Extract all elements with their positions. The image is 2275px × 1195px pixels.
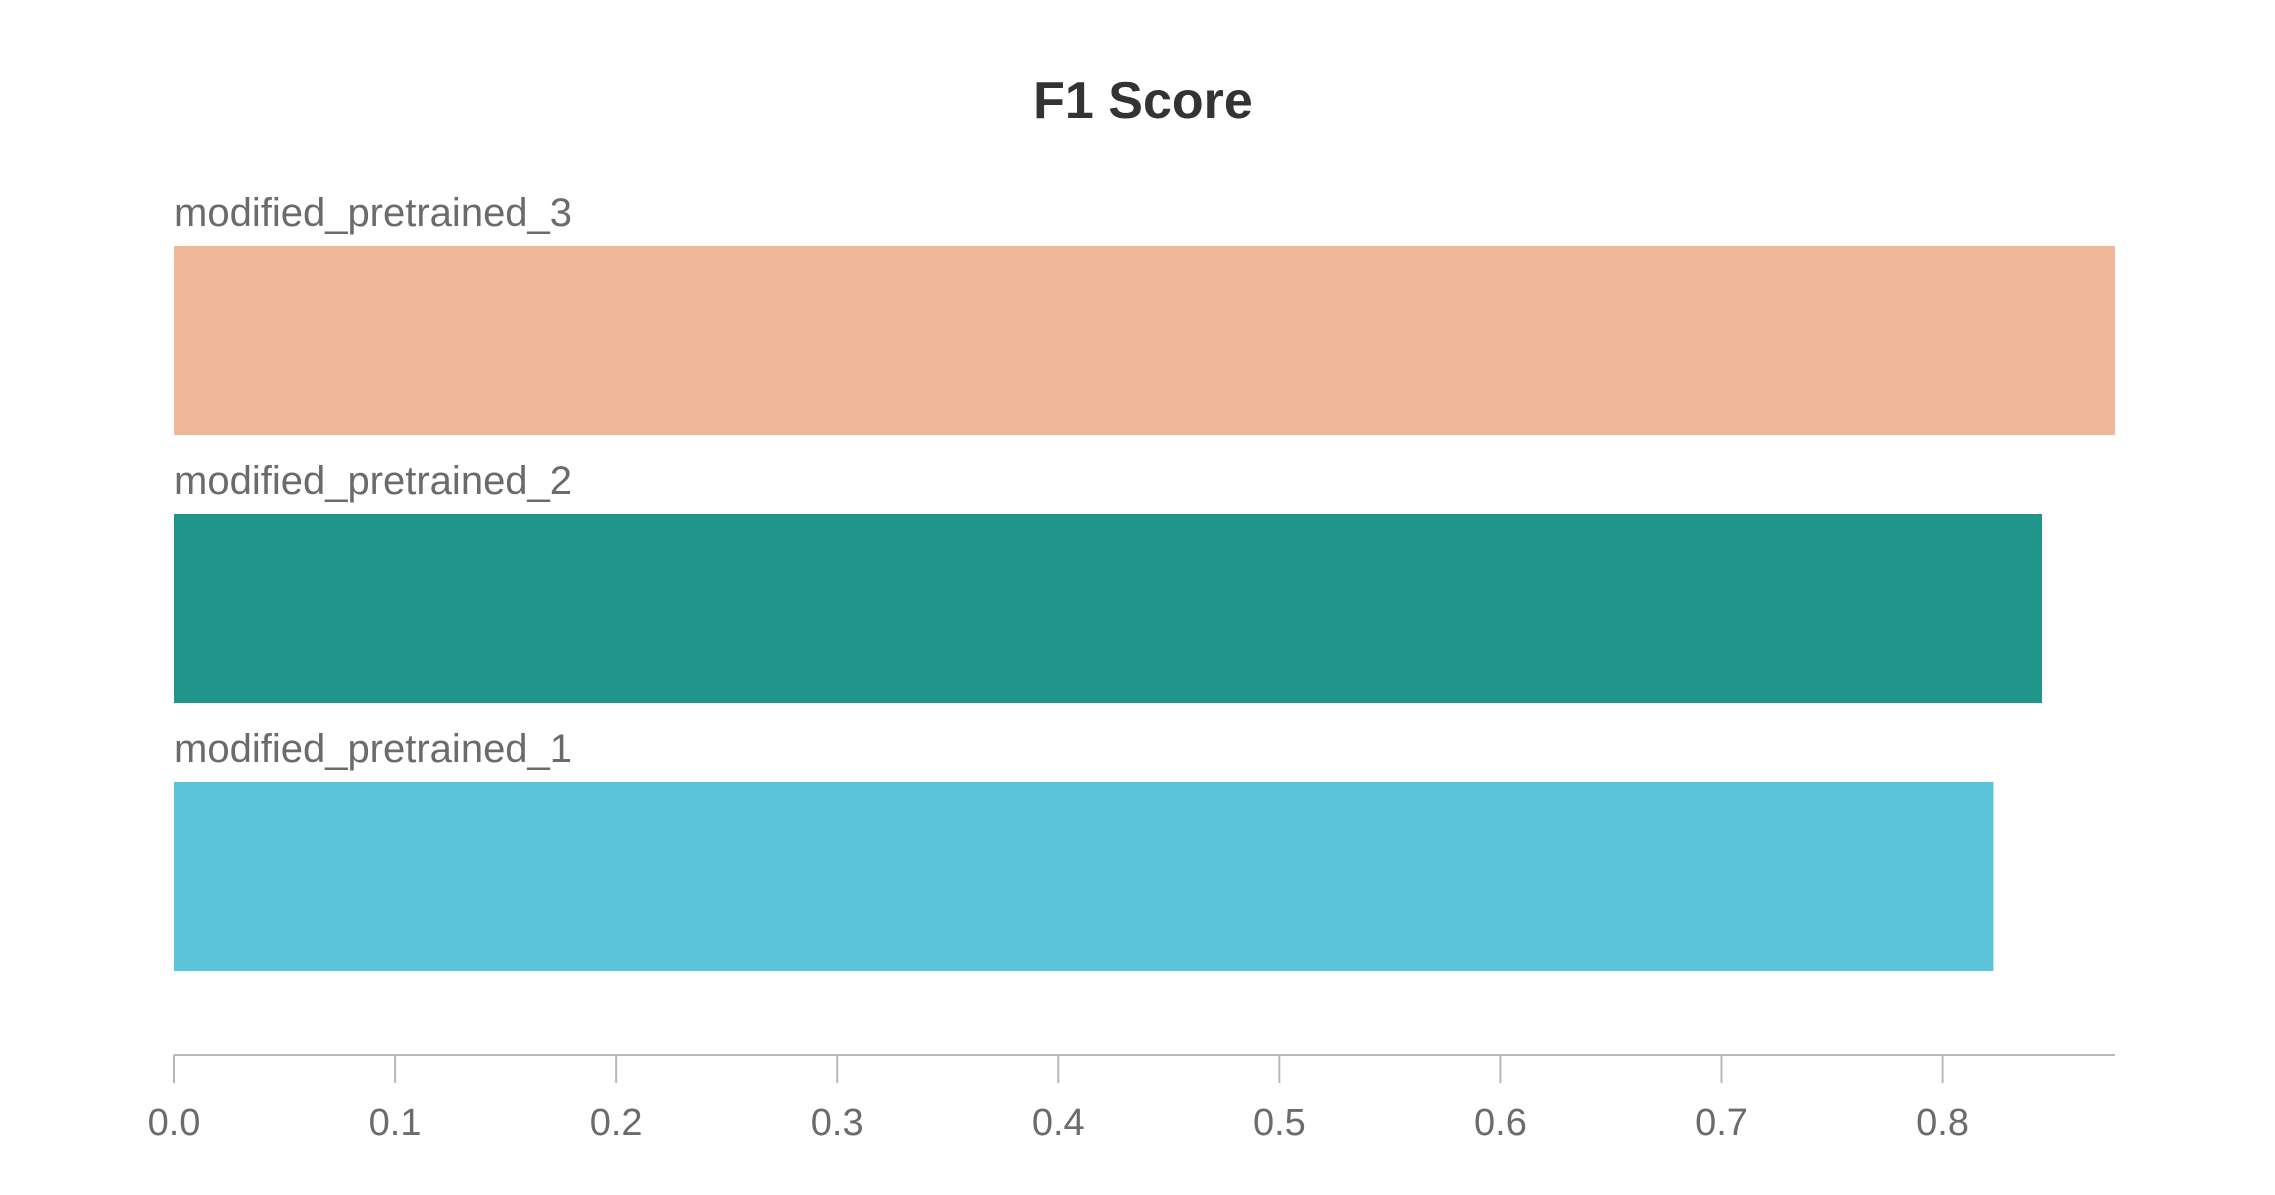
x-axis: 0.0 0.1 0.2 0.3 0.4 0.5 0.6 0.7 0.8 — [148, 1054, 2115, 1144]
x-tick-label: 0.4 — [1032, 1102, 1085, 1144]
bar-label: modified_pretrained_1 — [174, 727, 572, 771]
x-tick-label: 0.0 — [148, 1102, 201, 1144]
bar-modified_pretrained_2 — [174, 514, 2043, 703]
chart-title: F1 Score — [1033, 72, 1253, 130]
x-tick-label: 0.3 — [811, 1102, 864, 1144]
x-tick-label: 0.2 — [590, 1102, 643, 1144]
bar-label: modified_pretrained_2 — [174, 459, 572, 503]
bar-modified_pretrained_1 — [174, 782, 1994, 971]
x-tick-label: 0.6 — [1474, 1102, 1527, 1144]
x-tick-label: 0.5 — [1253, 1102, 1306, 1144]
x-tick-label: 0.8 — [1916, 1102, 1969, 1144]
x-tick-label: 0.7 — [1695, 1102, 1748, 1144]
bar-label: modified_pretrained_3 — [174, 191, 572, 235]
bar-modified_pretrained_3 — [174, 246, 2115, 435]
bars-group: modified_pretrained_3 modified_pretrained… — [174, 191, 2115, 971]
x-tick-label: 0.1 — [369, 1102, 422, 1144]
